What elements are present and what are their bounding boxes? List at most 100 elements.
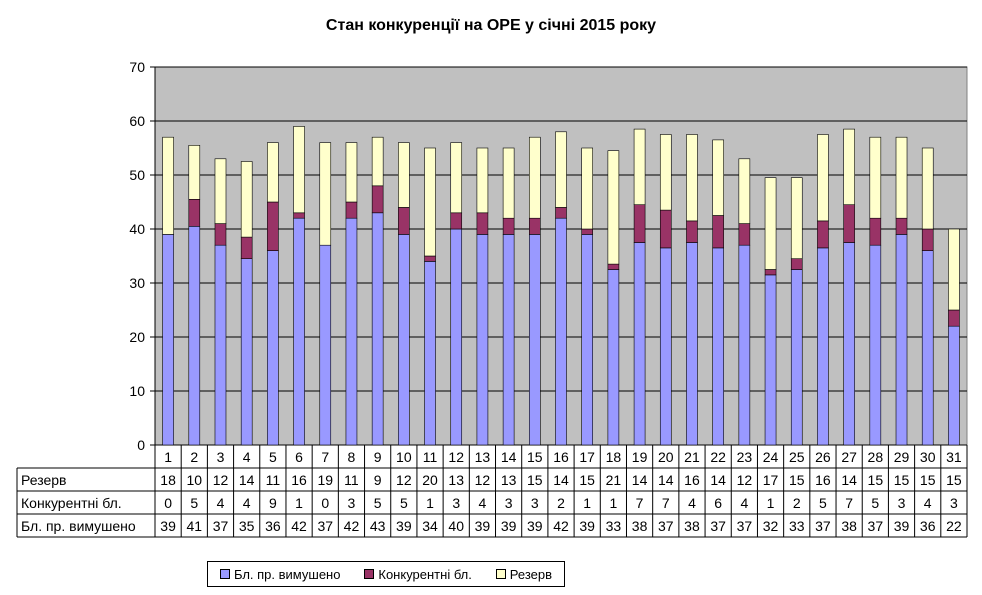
data-label: 11 xyxy=(266,472,281,488)
x-tick-label: 13 xyxy=(475,449,491,465)
data-label: 2 xyxy=(557,495,565,511)
bar-competitive-22 xyxy=(712,215,724,249)
data-label: 38 xyxy=(684,518,700,534)
y-tick-label: 0 xyxy=(137,437,145,453)
data-label: 5 xyxy=(871,495,879,511)
bar-reserve-20 xyxy=(659,134,672,211)
bar-forced-19 xyxy=(633,242,646,446)
bar-forced-21 xyxy=(686,242,698,446)
bar-competitive-10 xyxy=(398,207,410,235)
x-tick-label: 23 xyxy=(737,449,753,465)
data-label: 5 xyxy=(400,495,408,511)
x-tick-label: 15 xyxy=(527,449,543,465)
bar-competitive-30 xyxy=(921,228,934,251)
legend-label: Бл. пр. вимушено xyxy=(233,566,341,582)
bar-forced-2 xyxy=(188,226,201,446)
bar-reserve-9 xyxy=(371,136,384,187)
data-label: 15 xyxy=(579,472,595,488)
bar-competitive-29 xyxy=(895,217,908,235)
data-label: 22 xyxy=(946,518,962,534)
data-label: 5 xyxy=(374,495,382,511)
bar-reserve-10 xyxy=(398,142,410,208)
bar-competitive-2 xyxy=(188,199,201,227)
data-label: 2 xyxy=(793,495,801,511)
bar-competitive-21 xyxy=(686,220,698,243)
legend-label: Конкурентні бл. xyxy=(378,566,472,582)
data-label: 39 xyxy=(475,518,491,534)
x-tick-label: 5 xyxy=(269,449,277,465)
bar-forced-14 xyxy=(502,234,515,446)
bar-forced-13 xyxy=(476,234,489,446)
data-label: 33 xyxy=(789,518,805,534)
data-label: 15 xyxy=(789,472,805,488)
data-label: 12 xyxy=(396,472,412,488)
data-label: 3 xyxy=(348,495,356,511)
bar-forced-20 xyxy=(659,247,672,446)
y-tick-label: 50 xyxy=(129,167,145,183)
data-label: 4 xyxy=(243,495,251,511)
y-tick-label: 30 xyxy=(129,275,145,291)
bar-reserve-30 xyxy=(921,147,934,230)
data-label: 14 xyxy=(632,472,648,488)
x-tick-label: 24 xyxy=(763,449,779,465)
table-row-label: Резерв xyxy=(21,472,66,488)
data-label: 32 xyxy=(763,518,779,534)
data-label: 1 xyxy=(426,495,434,511)
data-label: 37 xyxy=(710,518,726,534)
data-label: 14 xyxy=(553,472,569,488)
bar-competitive-6 xyxy=(293,212,305,219)
data-label: 14 xyxy=(239,472,255,488)
data-label: 15 xyxy=(946,472,962,488)
x-tick-label: 26 xyxy=(815,449,831,465)
data-label: 20 xyxy=(422,472,438,488)
bar-forced-30 xyxy=(921,250,934,446)
data-label: 3 xyxy=(452,495,460,511)
data-label: 4 xyxy=(217,495,225,511)
data-label: 13 xyxy=(448,472,464,488)
bar-competitive-11 xyxy=(424,255,436,262)
x-tick-label: 20 xyxy=(658,449,674,465)
bar-forced-7 xyxy=(319,244,332,446)
data-label: 37 xyxy=(658,518,674,534)
bar-forced-4 xyxy=(240,258,253,446)
y-tick-label: 20 xyxy=(129,329,145,345)
x-tick-label: 10 xyxy=(396,449,412,465)
x-tick-label: 12 xyxy=(448,449,464,465)
bar-reserve-16 xyxy=(555,131,567,208)
data-label: 6 xyxy=(714,495,722,511)
bar-reserve-24 xyxy=(764,177,777,270)
data-label: 38 xyxy=(841,518,857,534)
data-label: 40 xyxy=(448,518,464,534)
data-label: 16 xyxy=(815,472,831,488)
data-label: 9 xyxy=(374,472,382,488)
bar-forced-26 xyxy=(817,247,829,446)
x-tick-label: 16 xyxy=(553,449,569,465)
x-tick-label: 8 xyxy=(348,449,356,465)
bar-competitive-24 xyxy=(764,269,777,276)
x-tick-label: 25 xyxy=(789,449,805,465)
data-label: 37 xyxy=(317,518,333,534)
data-label: 16 xyxy=(684,472,700,488)
x-tick-label: 19 xyxy=(632,449,648,465)
bar-competitive-26 xyxy=(817,220,829,249)
bar-forced-17 xyxy=(581,234,593,446)
bar-competitive-25 xyxy=(790,258,803,270)
data-label: 1 xyxy=(583,495,591,511)
chart-legend: Бл. пр. вимушено Конкурентні бл. Резерв xyxy=(207,561,565,587)
bar-reserve-11 xyxy=(424,147,436,257)
legend-item: Резерв xyxy=(495,567,552,582)
bar-reserve-25 xyxy=(790,177,803,259)
data-label: 12 xyxy=(737,472,753,488)
data-label: 39 xyxy=(501,518,517,534)
bar-forced-9 xyxy=(371,212,384,446)
data-label: 3 xyxy=(531,495,539,511)
bar-forced-3 xyxy=(214,244,227,446)
bar-competitive-20 xyxy=(659,209,672,249)
data-label: 5 xyxy=(819,495,827,511)
x-tick-label: 14 xyxy=(501,449,517,465)
bar-competitive-31 xyxy=(948,309,960,327)
bar-reserve-14 xyxy=(502,147,515,219)
data-label: 39 xyxy=(160,518,176,534)
data-label: 1 xyxy=(609,495,617,511)
bar-reserve-5 xyxy=(267,142,279,203)
